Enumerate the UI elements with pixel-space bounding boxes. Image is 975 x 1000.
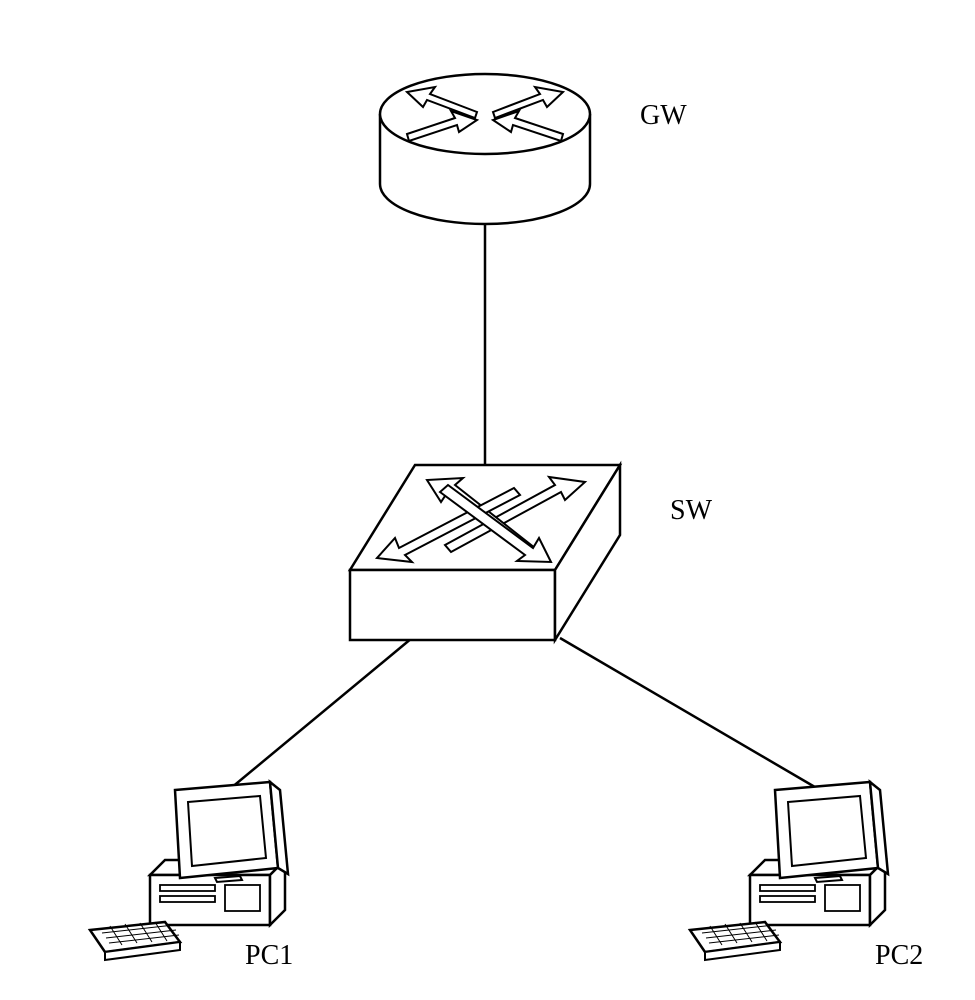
switch-label: SW (670, 495, 712, 527)
pc2-node (0, 0, 975, 1000)
pc1-label: PC1 (245, 940, 293, 972)
gateway-label: GW (640, 100, 687, 132)
diagram-canvas: GW SW PC1 PC2 (0, 0, 975, 1000)
pc2-label: PC2 (875, 940, 923, 972)
